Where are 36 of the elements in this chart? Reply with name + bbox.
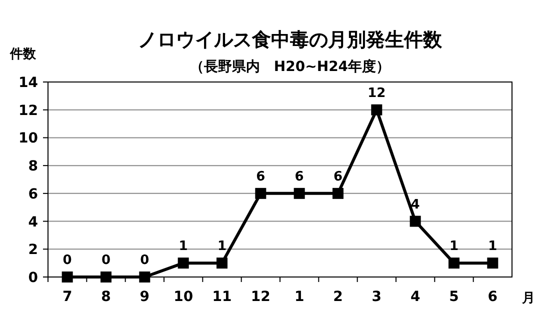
xtick: 4 [410,289,420,305]
xtick: 7 [62,289,72,305]
ytick: 0 [28,270,38,286]
data-label: 0 [62,253,72,268]
data-label: 1 [178,239,188,254]
xlabel: 月 [522,291,535,306]
xtick: 6 [488,289,498,305]
ytick: 10 [18,130,38,147]
xtick: 2 [333,289,343,305]
ytick: 6 [28,186,38,202]
data-label: 0 [140,253,150,268]
xtick: 11 [212,289,232,305]
subtitle: （長野県内 H20~H24年度） [190,59,390,75]
xtick: 3 [372,289,382,305]
data-label: 0 [101,253,111,268]
ytick: 14 [18,75,38,91]
data-label: 4 [410,197,420,212]
data-label: 6 [256,169,266,184]
xtick: 8 [101,289,111,305]
ytick: 4 [28,214,38,230]
data-label: 6 [294,169,304,184]
ylabel: 件数 [10,47,36,62]
xtick: 12 [250,289,270,305]
xtick: 9 [140,289,150,305]
data-label: 1 [449,239,459,254]
ytick: 8 [28,158,38,175]
title: ノロウイルス食中毒の月別発生件数 [138,29,442,51]
data-label: 1 [488,239,498,254]
data-label: 6 [333,169,343,184]
xtick: 10 [174,289,194,305]
xtick: 1 [294,289,304,305]
ytick: 12 [18,102,38,119]
ytick: 2 [28,242,38,258]
xtick: 5 [449,289,459,305]
data-label: 12 [368,86,386,101]
data-label: 1 [217,239,227,254]
